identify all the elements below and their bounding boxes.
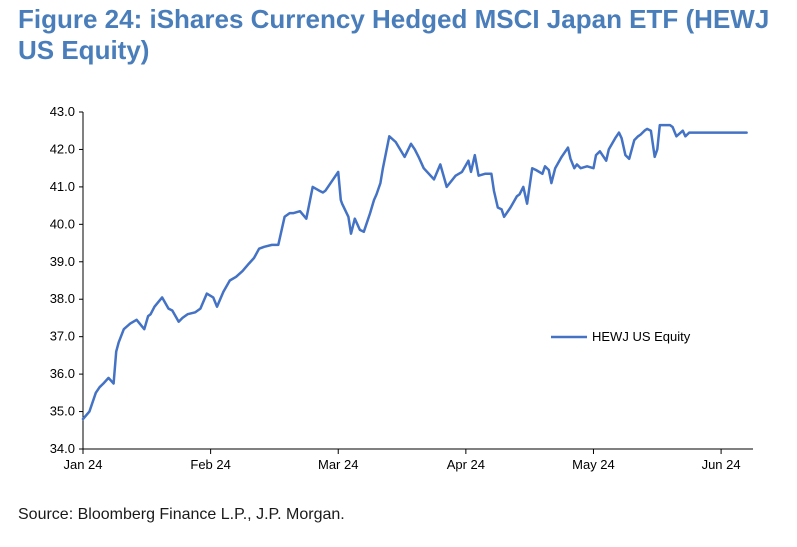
- legend-label: HEWJ US Equity: [592, 329, 691, 344]
- chart-title: Figure 24: iShares Currency Hedged MSCI …: [18, 4, 770, 65]
- series-group: [81, 123, 748, 421]
- x-tick-label: Mar 24: [318, 457, 358, 472]
- series-line-hewj: [81, 123, 748, 421]
- y-tick-label: 35.0: [50, 404, 75, 419]
- x-tick-label: Jan 24: [63, 457, 102, 472]
- y-axis: 34.0 35.0 36.0 37.0 38.0 39.0 40.0 41.0 42.0 43.0: [50, 104, 84, 456]
- y-tick-label: 38.0: [50, 291, 75, 306]
- legend: HEWJ US Equity: [551, 329, 691, 344]
- x-tick-label: May 24: [572, 457, 615, 472]
- y-tick-label: 39.0: [50, 254, 75, 269]
- x-tick-label: Jun 24: [702, 457, 741, 472]
- y-tick-label: 41.0: [50, 179, 75, 194]
- x-axis: Jan 24 Feb 24 Mar 24 Apr 24 May 24 Jun 24: [63, 448, 753, 472]
- y-tick-label: 37.0: [50, 329, 75, 344]
- y-tick-label: 43.0: [50, 104, 75, 119]
- y-tick-label: 36.0: [50, 366, 75, 381]
- x-tick-label: Apr 24: [447, 457, 485, 472]
- source-note: Source: Bloomberg Finance L.P., J.P. Mor…: [18, 506, 345, 523]
- y-tick-label: 40.0: [50, 216, 75, 231]
- x-tick-label: Feb 24: [190, 457, 230, 472]
- y-tick-label: 34.0: [50, 441, 75, 456]
- y-tick-label: 42.0: [50, 141, 75, 156]
